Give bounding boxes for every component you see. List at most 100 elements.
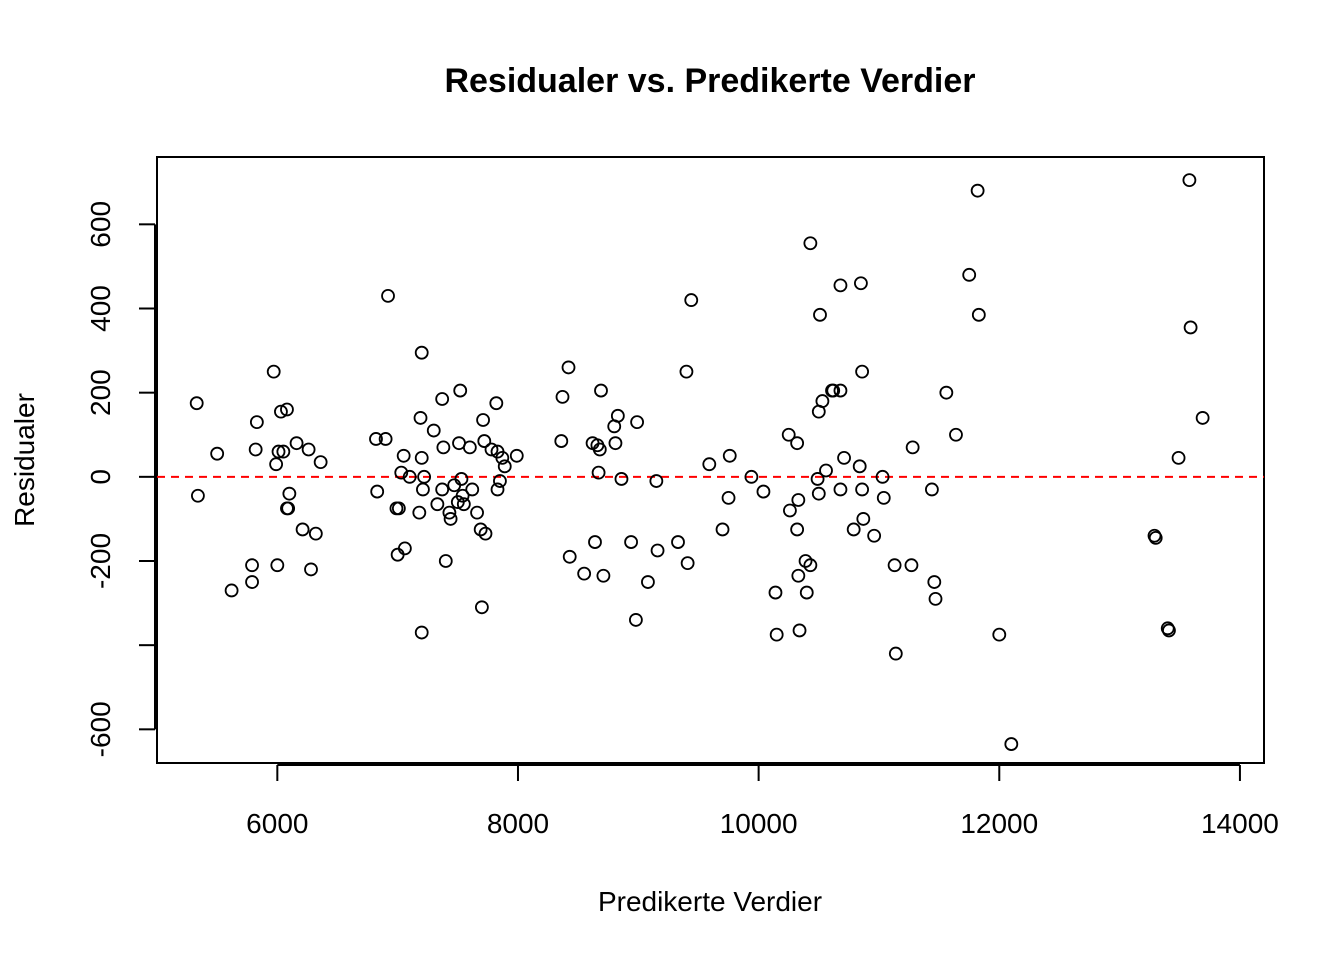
data-point <box>497 459 512 474</box>
data-point <box>301 442 316 457</box>
data-point <box>270 558 285 573</box>
data-point <box>289 436 304 451</box>
x-tick-label: 12000 <box>960 808 1038 839</box>
data-point <box>370 484 385 499</box>
data-point <box>414 345 429 360</box>
data-point <box>744 469 759 484</box>
data-point <box>833 383 848 398</box>
x-tick-label: 14000 <box>1201 808 1279 839</box>
data-point <box>1004 737 1019 751</box>
x-tick-label: 6000 <box>246 808 308 839</box>
data-point <box>671 535 685 549</box>
data-point <box>189 396 204 411</box>
data-point <box>876 490 891 505</box>
chart-title: Residualer vs. Predikerte Verdier <box>444 62 975 100</box>
data-point <box>628 613 643 627</box>
data-point <box>904 558 919 573</box>
data-point <box>435 392 450 406</box>
data-point <box>791 568 806 583</box>
data-point <box>769 627 784 642</box>
x-axis: 6000 8000 10000 12000 14000 <box>246 764 1279 839</box>
data-point <box>414 625 429 640</box>
data-point <box>554 434 569 448</box>
data-point <box>813 307 827 322</box>
data-point <box>1162 623 1176 638</box>
plot-frame <box>156 156 1265 764</box>
data-point <box>679 364 694 379</box>
data-point <box>224 583 239 598</box>
data-point <box>722 448 737 463</box>
data-point <box>592 442 607 457</box>
data-point <box>790 522 805 537</box>
data-point <box>1182 173 1197 188</box>
data-point <box>269 457 284 472</box>
data-point <box>416 482 430 497</box>
data-point <box>249 415 264 430</box>
data-point <box>394 465 409 480</box>
data-point <box>928 591 943 606</box>
data-point <box>555 389 570 404</box>
data-point <box>854 276 868 291</box>
data-point <box>815 394 830 408</box>
data-point <box>594 383 608 398</box>
data-point <box>470 505 484 520</box>
data-point <box>417 469 432 484</box>
data-point <box>591 465 606 480</box>
data-point <box>436 440 451 455</box>
data-point <box>455 488 470 503</box>
data-point <box>846 522 861 537</box>
data-point <box>402 469 417 484</box>
data-point <box>191 488 205 503</box>
data-point <box>378 432 393 446</box>
data-point <box>430 497 445 512</box>
data-point <box>456 497 471 512</box>
data-point <box>396 448 411 463</box>
data-point <box>837 450 851 465</box>
data-point <box>477 434 492 448</box>
data-point <box>905 440 920 455</box>
data-point <box>474 600 489 615</box>
data-point <box>276 444 291 459</box>
data-point <box>493 474 507 488</box>
data-point <box>478 526 493 541</box>
data-point <box>949 427 963 442</box>
data-point <box>1171 450 1186 465</box>
data-point <box>1195 411 1210 425</box>
data-point <box>887 558 902 573</box>
data-point <box>624 535 638 549</box>
data-point <box>875 469 890 484</box>
data-point <box>476 413 490 427</box>
data-point <box>614 472 629 486</box>
data-point <box>435 482 450 497</box>
data-point <box>925 482 939 497</box>
data-point <box>684 293 699 307</box>
data-point <box>412 505 427 520</box>
data-point <box>792 623 807 638</box>
data-point <box>210 446 225 461</box>
data-point <box>803 558 818 573</box>
data-point <box>454 472 469 486</box>
y-axis-label: Residualer <box>9 393 40 527</box>
data-point <box>490 482 505 497</box>
data-point <box>650 543 665 558</box>
x-axis-label: Predikerte Verdier <box>598 886 822 917</box>
data-point <box>413 411 428 425</box>
y-tick-label: -200 <box>85 533 116 589</box>
data-point <box>509 448 524 463</box>
data-point <box>248 442 263 457</box>
data-point <box>641 575 655 589</box>
data-point <box>391 501 406 516</box>
data-point <box>927 575 942 589</box>
data-point <box>970 183 985 198</box>
data-point <box>781 427 796 442</box>
data-point <box>438 554 453 568</box>
data-point <box>855 364 870 379</box>
data-point <box>453 383 468 398</box>
data-point <box>833 278 848 293</box>
data-point <box>819 463 833 478</box>
data-point <box>462 440 477 455</box>
x-tick-label: 10000 <box>720 808 798 839</box>
y-tick-label: 200 <box>85 369 116 416</box>
data-point <box>702 457 717 472</box>
data-point <box>856 512 871 526</box>
